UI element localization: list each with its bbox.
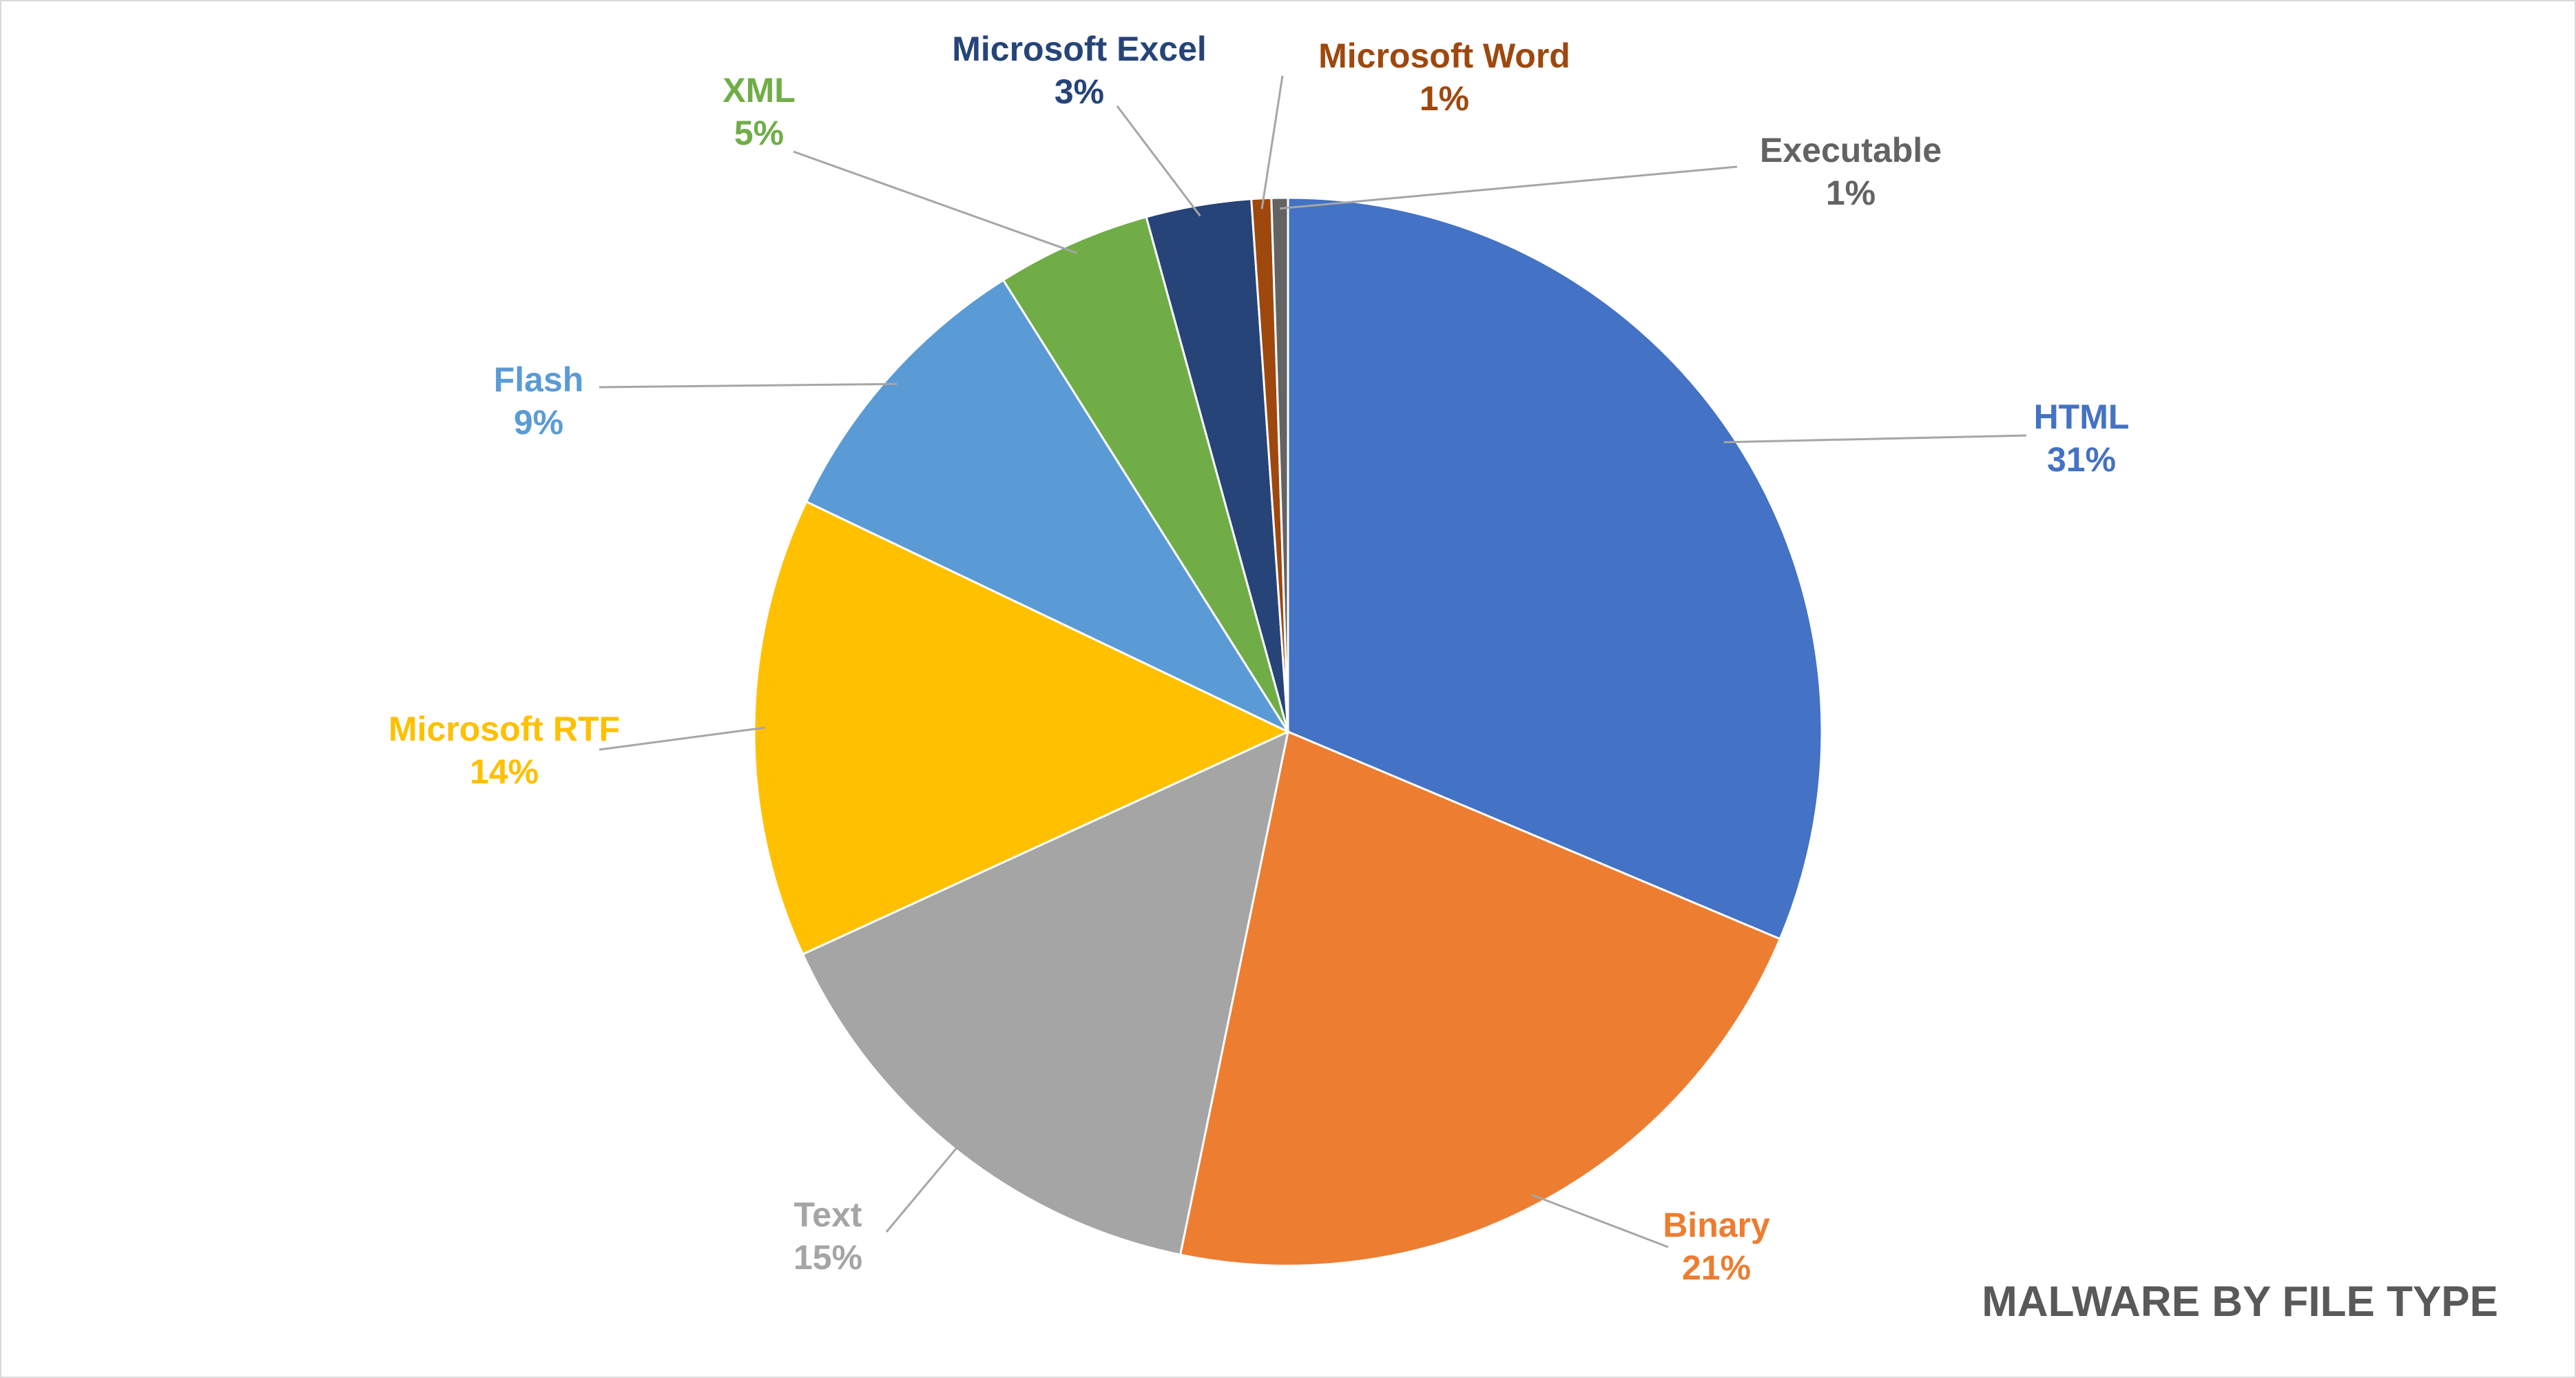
data-label-name: Text <box>793 1195 862 1234</box>
data-label-value: 1% <box>1420 79 1469 118</box>
data-label-text: Text 15% <box>793 1195 862 1277</box>
data-label-name: Microsoft Excel <box>952 30 1207 68</box>
data-label-executable: Executable 1% <box>1760 131 1942 212</box>
leader-line-microsoft-word <box>1260 75 1284 209</box>
data-label-value: 15% <box>793 1238 862 1277</box>
pie-slice-html <box>1287 196 1823 940</box>
leader-line-microsoft-rtf <box>599 726 765 751</box>
pie-slice-executable <box>1270 196 1289 732</box>
data-label-value: 9% <box>514 403 563 442</box>
data-label-name: Flash <box>494 360 584 399</box>
leader-line-html <box>1723 434 2027 444</box>
data-label-value: 21% <box>1682 1248 1751 1287</box>
data-label-name: Microsoft Word <box>1318 37 1570 75</box>
leader-line-text <box>885 1140 964 1233</box>
data-label-value: 5% <box>734 114 784 152</box>
leader-line-binary <box>1531 1193 1669 1248</box>
data-labels: HTML 31% Binary 21% Text 15% Microsoft RTF 14% F… <box>388 30 2129 1287</box>
data-label-flash: Flash 9% <box>494 360 584 442</box>
pie-slices <box>753 196 1823 1267</box>
data-label-html: HTML 31% <box>2034 398 2130 479</box>
chart-title: MALWARE BY FILE TYPE <box>1982 1278 2498 1326</box>
leader-line-executable <box>1279 165 1738 210</box>
data-label-xml: XML 5% <box>723 71 796 152</box>
pie-slice-flash <box>804 278 1291 734</box>
data-label-name: HTML <box>2034 398 2130 436</box>
pie-slice-binary <box>1178 730 1782 1267</box>
data-label-binary: Binary 21% <box>1663 1206 1770 1287</box>
data-label-value: 31% <box>2047 440 2116 479</box>
pie-slice-microsoft-rtf <box>753 500 1291 956</box>
data-label-name: XML <box>723 71 796 110</box>
data-label-microsoft-excel: Microsoft Excel 3% <box>952 30 1207 111</box>
data-label-name: Binary <box>1663 1206 1770 1244</box>
data-label-name: Microsoft RTF <box>388 710 620 748</box>
data-label-name: Executable <box>1760 131 1942 169</box>
data-label-microsoft-rtf: Microsoft RTF 14% <box>388 710 620 791</box>
data-label-value: 3% <box>1055 72 1104 111</box>
leader-lines <box>599 75 2027 1248</box>
data-label-microsoft-word: Microsoft Word 1% <box>1318 37 1570 118</box>
data-label-value: 1% <box>1826 174 1876 212</box>
leader-line-xml <box>793 150 1077 254</box>
data-label-value: 14% <box>470 752 539 791</box>
pie-slice-xml <box>1001 215 1289 732</box>
leader-line-microsoft-excel <box>1116 105 1201 217</box>
leader-line-flash <box>599 382 897 389</box>
